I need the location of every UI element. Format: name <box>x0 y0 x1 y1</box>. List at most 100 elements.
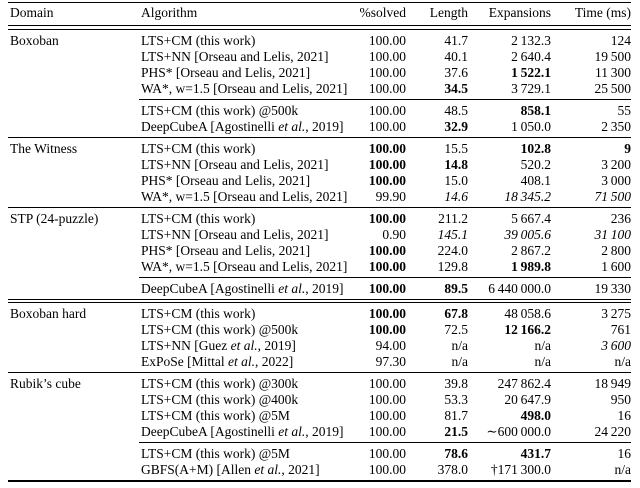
length-cell: 32.9 <box>406 119 468 135</box>
length-cell: 40.1 <box>406 49 468 65</box>
length-cell: 15.0 <box>406 173 468 189</box>
algorithm-cell: LTS+CM (this work) @500k <box>139 322 347 338</box>
expansions-cell: 498.0 <box>468 408 551 424</box>
expansions-cell: 520.2 <box>468 157 551 173</box>
text-segment: 94.00 <box>375 338 406 353</box>
table-row: LTS+CM (this work) @5M 100.00 81.7 498.0 16 <box>8 408 631 424</box>
table-header-row: Domain Algorithm %solved Length Expansions Ti… <box>8 3 631 22</box>
text-segment: 100.00 <box>368 258 406 274</box>
percent-solved-cell: 100.00 <box>347 211 406 227</box>
expansions-cell: 48 058.6 <box>468 306 551 322</box>
percent-solved-cell: 0.90 <box>347 227 406 243</box>
text-segment: 100.00 <box>368 424 406 439</box>
length-cell: 89.5 <box>406 281 468 297</box>
text-segment: 100.00 <box>368 102 406 118</box>
expansions-cell: 247 862.4 <box>468 376 551 392</box>
time-cell: 9 <box>551 141 631 157</box>
text-segment: 55 <box>617 102 632 118</box>
text-segment: 16 <box>617 408 632 423</box>
text-segment: et al. <box>230 338 258 353</box>
text-segment: 41.7 <box>444 32 468 48</box>
time-cell: 19 500 <box>551 49 631 65</box>
text-segment: 3 275 <box>601 306 631 321</box>
text-segment: WA*, w=1.5 [Orseau and Lelis, 2021] <box>141 258 348 274</box>
expansions-cell: 858.1 <box>468 103 551 119</box>
table-row: LTS+CM (this work) @500k 100.00 48.5 858.1 5… <box>8 103 631 119</box>
text-segment: DeepCubeA [Agostinelli <box>141 424 279 439</box>
text-segment: 100.00 <box>368 140 406 156</box>
text-segment: 431.7 <box>520 446 551 461</box>
algorithm-cell: LTS+CM (this work) @5M <box>139 446 347 462</box>
domain-cell: STP (24-puzzle) <box>10 210 99 226</box>
text-segment: 6 440 000.0 <box>488 280 551 296</box>
text-segment: et al. <box>278 280 306 296</box>
text-segment: 3 729.1 <box>511 80 551 96</box>
text-segment: 53.3 <box>444 392 468 407</box>
length-cell: 14.6 <box>406 189 468 205</box>
length-cell: 81.7 <box>406 408 468 424</box>
text-segment: 236 <box>610 210 631 226</box>
text-segment: n/a <box>614 354 632 369</box>
length-cell: 72.5 <box>406 322 468 338</box>
percent-solved-cell: 94.00 <box>347 338 406 354</box>
text-segment: DeepCubeA [Agostinelli <box>141 118 279 134</box>
domain-cell <box>8 259 139 275</box>
table-row: PHS* [Orseau and Lelis, 2021] 100.00 224.0… <box>8 243 631 259</box>
text-segment: LTS+CM (this work) <box>141 140 256 156</box>
domain-cell: The Witness <box>10 140 78 156</box>
expansions-cell: n/a <box>468 338 552 354</box>
expansions-cell: n/a <box>468 354 552 370</box>
results-table: Domain Algorithm %solved Length Expansions Ti… <box>8 2 631 482</box>
text-segment: 100.00 <box>368 118 406 134</box>
expansions-cell: 1 989.8 <box>468 259 551 275</box>
text-segment: 48 058.6 <box>504 306 551 321</box>
text-segment: 100.00 <box>368 172 406 188</box>
text-segment: 408.1 <box>520 172 551 188</box>
domain-cell: Rubik’s cube <box>10 376 81 391</box>
table-row: GBFS(A+M) [Allen et al., 2021] 100.00 378.… <box>8 462 631 478</box>
column-header-solved: %solved <box>359 5 407 20</box>
text-segment: 1 050.0 <box>511 118 551 134</box>
text-segment: 40.1 <box>444 48 468 64</box>
text-segment: LTS+CM (this work) <box>141 306 256 321</box>
table-row: LTS+NN [Guez et al., 2019] 94.00 n/a n/a 3 6… <box>8 338 631 354</box>
length-cell: 37.6 <box>406 65 468 81</box>
text-segment: 124 <box>610 32 631 48</box>
length-cell: 211.2 <box>406 211 468 227</box>
expansions-cell: 431.7 <box>468 446 551 462</box>
text-segment: LTS+CM (this work) @500k <box>141 322 299 337</box>
algorithm-cell: LTS+CM (this work) @300k <box>139 376 347 392</box>
table-row: DeepCubeA [Agostinelli et al., 2019] 100.… <box>8 119 631 135</box>
table-row: LTS+CM (this work) @5M 100.00 78.6 431.7 16 <box>8 446 631 462</box>
domain-cell <box>8 189 139 205</box>
text-segment: , 2019] <box>305 118 344 134</box>
bottom-rule <box>8 480 631 482</box>
time-cell: n/a <box>551 354 632 370</box>
domain-cell <box>8 81 139 97</box>
text-segment: 2 132.3 <box>511 32 551 48</box>
table-row: DeepCubeA [Agostinelli et al., 2019] 100.… <box>8 281 631 297</box>
text-segment: 3 200 <box>601 156 631 172</box>
algorithm-cell: DeepCubeA [Agostinelli et al., 2019] <box>139 119 347 135</box>
table-row: Boxoban hard LTS+CM (this work) 100.00 67.8… <box>8 306 631 322</box>
length-cell: 39.8 <box>406 376 468 392</box>
text-segment: LTS+CM (this work) @5M <box>141 446 290 461</box>
algorithm-cell: LTS+CM (this work) <box>139 211 347 227</box>
algorithm-cell: LTS+CM (this work) <box>139 141 347 157</box>
text-segment: 2 640.4 <box>511 48 551 64</box>
domain-cell <box>8 49 139 65</box>
length-cell: n/a <box>406 354 469 370</box>
table-row: Boxoban LTS+CM (this work) 100.00 41.7 2 132… <box>8 33 631 49</box>
table-row: LTS+NN [Orseau and Lelis, 2021] 100.00 40.… <box>8 49 631 65</box>
text-segment: n/a <box>451 354 469 369</box>
percent-solved-cell: 100.00 <box>347 157 406 173</box>
length-cell: 224.0 <box>406 243 468 259</box>
percent-solved-cell: 100.00 <box>347 243 406 259</box>
text-segment: 72.5 <box>444 322 468 337</box>
time-cell: 761 <box>551 322 631 338</box>
expansions-cell: 2 867.2 <box>468 243 551 259</box>
text-segment: , 2022] <box>255 354 294 369</box>
text-segment: 9 <box>624 140 631 156</box>
time-cell: 16 <box>551 408 632 424</box>
time-cell: 16 <box>551 446 632 462</box>
